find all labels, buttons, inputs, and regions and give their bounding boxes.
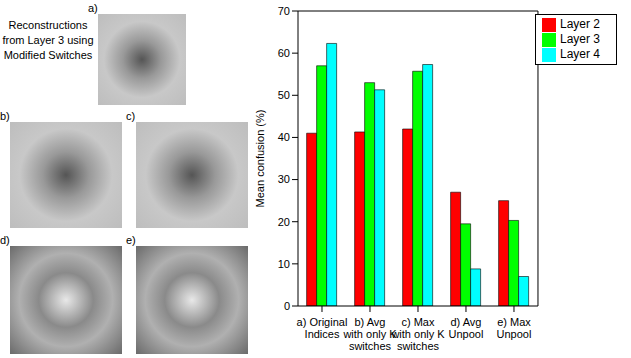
svg-text:50: 50 <box>278 89 290 101</box>
svg-text:c) Maxwith only Kswitches: c) Maxwith only Kswitches <box>390 316 445 352</box>
html-text:Layer 2: Layer 2 <box>560 17 600 31</box>
svg-text:20: 20 <box>278 216 290 228</box>
svg-text:b) Avgwith only Kswitches: b) Avgwith only Kswitches <box>342 316 397 352</box>
svg-text:10: 10 <box>278 258 290 270</box>
svg-text:40: 40 <box>278 131 290 143</box>
svg-text:60: 60 <box>278 47 290 59</box>
html-text:d): d) <box>0 234 10 246</box>
html-text:Layer 4: Layer 4 <box>560 47 600 61</box>
svg-text:e) MaxUnpool: e) MaxUnpool <box>497 316 532 340</box>
svg-text:d) AvgUnpool: d) AvgUnpool <box>449 316 484 340</box>
html-text:Layer 3: Layer 3 <box>560 32 600 46</box>
html-text:e): e) <box>126 234 136 246</box>
svg-text:0: 0 <box>284 300 290 312</box>
svg-text:70: 70 <box>278 5 290 17</box>
html-text:a): a) <box>88 2 98 14</box>
svg-text:30: 30 <box>278 173 290 185</box>
svg-text:a) OriginalIndices: a) OriginalIndices <box>297 316 348 340</box>
html-text:b): b) <box>0 110 10 122</box>
html-text:Reconstructions from Layer 3 u: Reconstructions from Layer 3 using Modif… <box>2 19 94 61</box>
svg-text:Mean confusion (%): Mean confusion (%) <box>254 110 266 208</box>
html-text:c): c) <box>126 110 136 122</box>
